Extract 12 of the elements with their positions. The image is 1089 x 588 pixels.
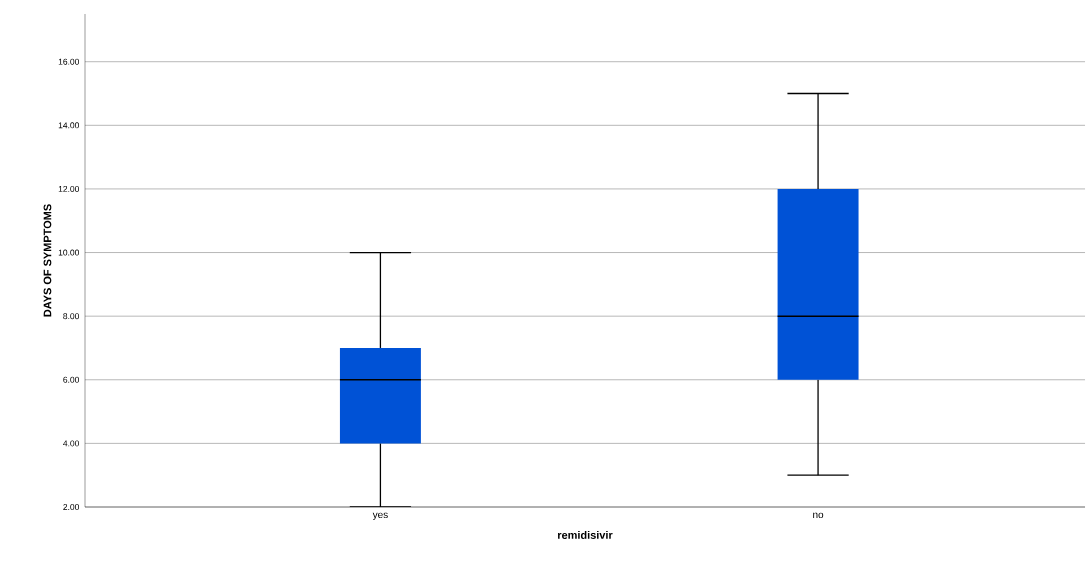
y-tick-label: 6.00	[63, 376, 80, 383]
y-tick-label: 10.00	[58, 249, 80, 256]
y-tick-label: 8.00	[63, 313, 80, 320]
y-tick-label: 14.00	[58, 122, 80, 129]
y-tick-label: 4.00	[63, 440, 80, 447]
x-tick-label: no	[813, 512, 824, 519]
y-tick-label: 16.00	[58, 58, 80, 65]
x-tick-label: yes	[372, 512, 388, 521]
y-tick-label: 12.00	[58, 185, 80, 192]
y-tick-label: 2.00	[63, 504, 80, 510]
y-axis-title: DAYS OF SYMPTOMS	[43, 204, 52, 317]
x-axis-title: remidisivir	[558, 530, 613, 539]
